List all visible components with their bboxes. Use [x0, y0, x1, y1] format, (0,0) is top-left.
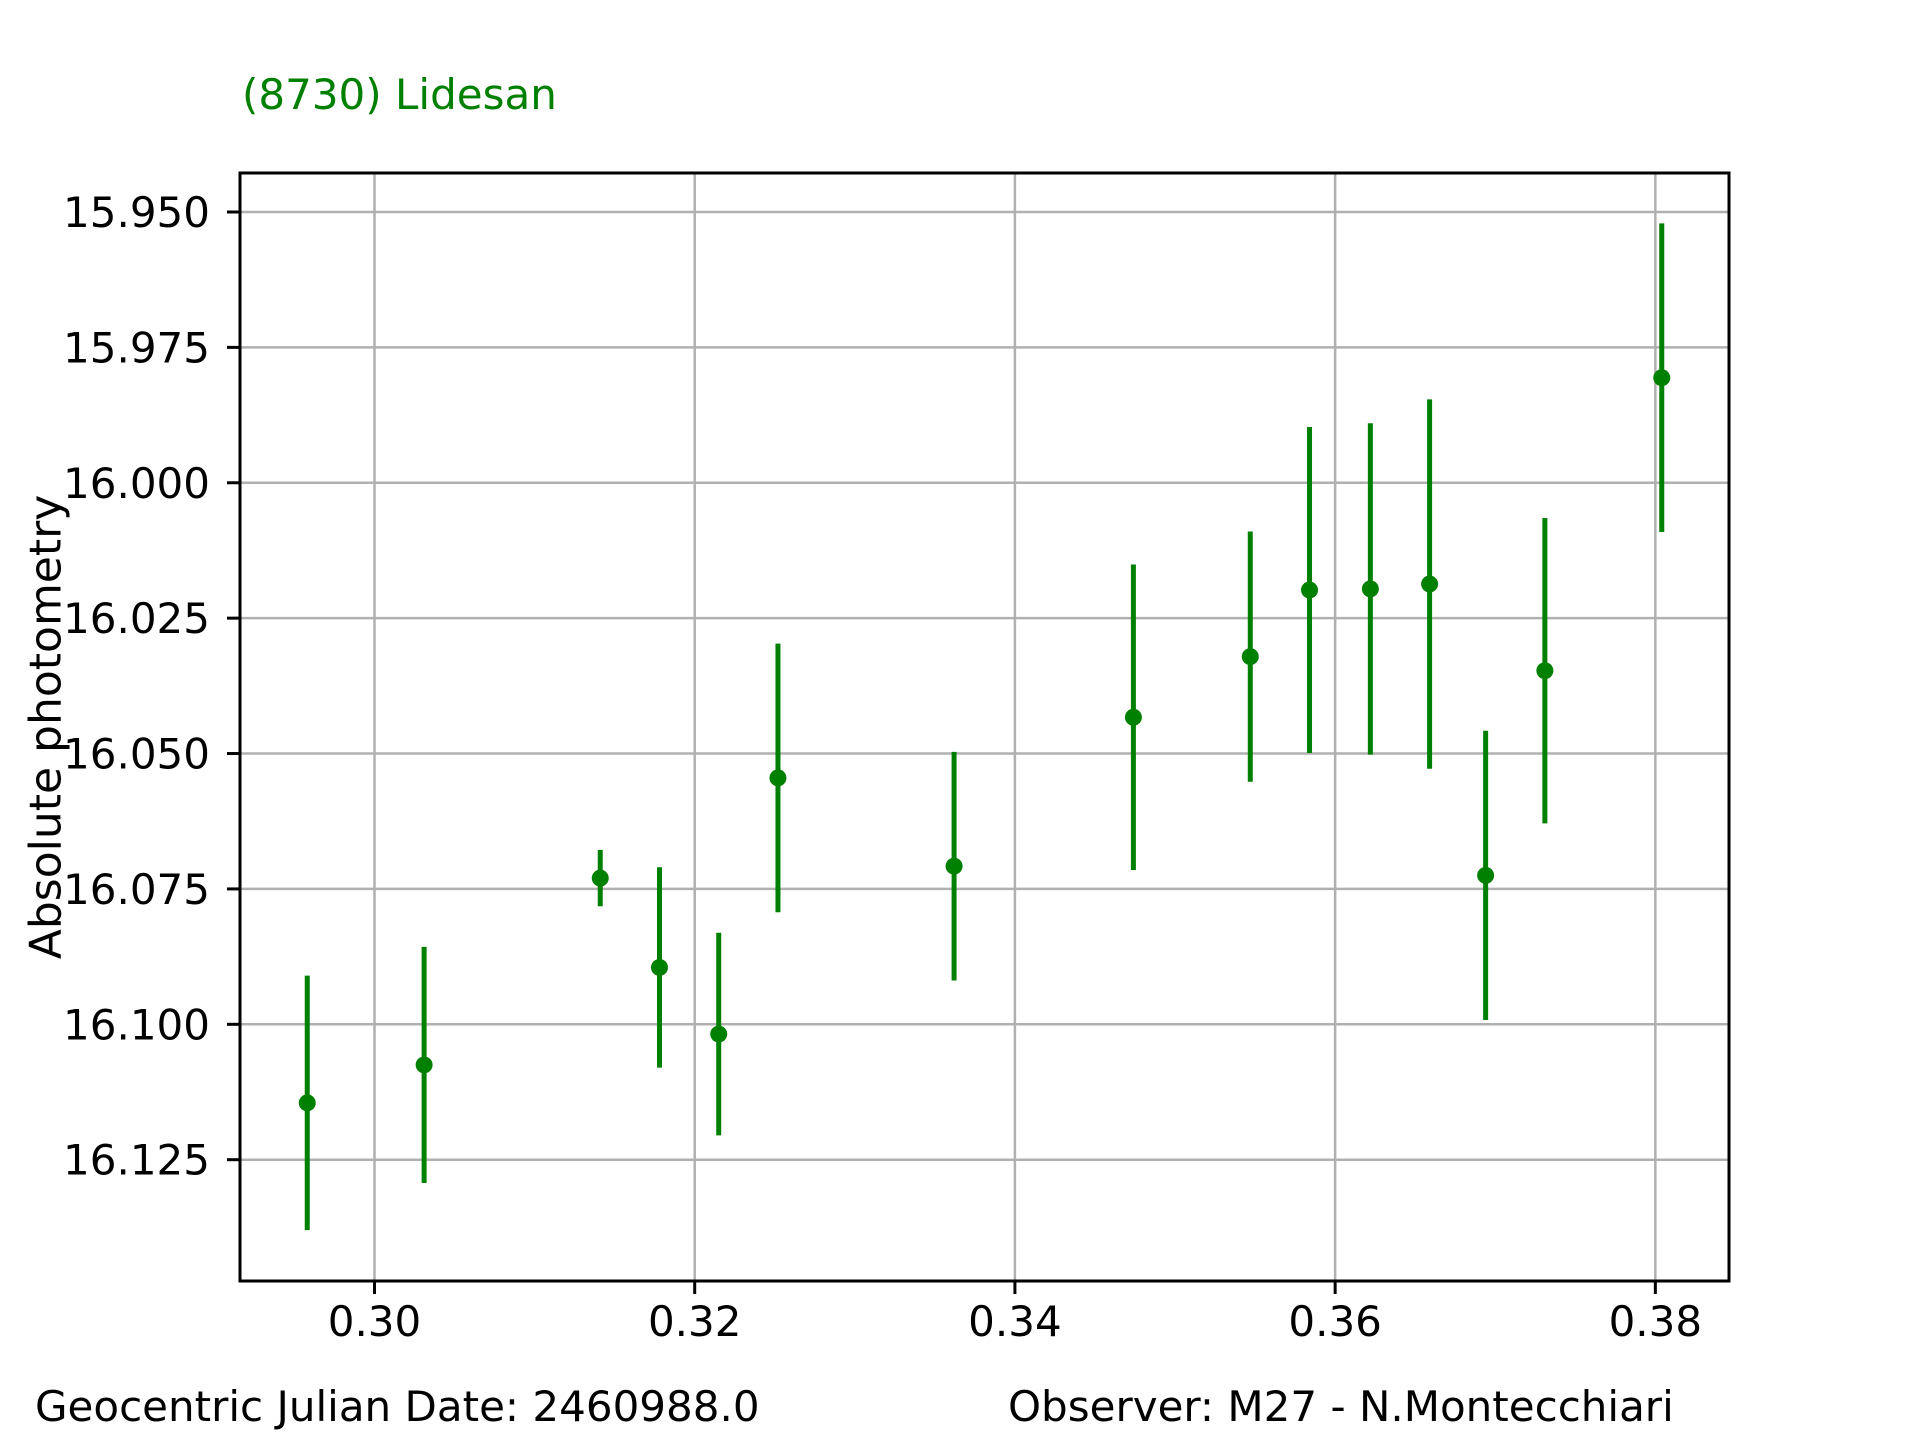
data-point — [298, 1094, 316, 1112]
y-tick-label: 16.100 — [63, 1000, 210, 1049]
data-point — [1241, 648, 1259, 666]
data-points — [298, 369, 1671, 1112]
y-tick-label: 15.950 — [63, 188, 210, 237]
chart-title: (8730) Lidesan — [242, 70, 557, 119]
y-tick-labels: 15.950 15.975 16.000 16.025 16.050 16.075 16.1… — [63, 188, 210, 1185]
y-tick-label: 16.125 — [63, 1136, 210, 1185]
error-bars — [304, 223, 1665, 1231]
plot-box-spines — [238, 171, 1731, 1283]
data-point — [1536, 662, 1554, 680]
x-tick-label: 0.34 — [968, 1297, 1062, 1346]
y-tick-label: 16.025 — [63, 594, 210, 643]
data-point — [591, 869, 609, 887]
tick-marks — [227, 210, 1657, 1294]
data-point — [945, 857, 963, 875]
observer-text: Observer: M27 - N.Montecchiari — [1008, 1382, 1674, 1431]
gridlines — [240, 173, 1729, 1281]
data-point — [1124, 708, 1142, 726]
data-point — [415, 1056, 433, 1074]
x-tick-label: 0.30 — [328, 1297, 422, 1346]
x-tick-label: 0.32 — [648, 1297, 742, 1346]
data-point — [1301, 581, 1319, 599]
data-point — [1421, 575, 1439, 593]
data-point — [1361, 580, 1379, 598]
data-point — [1653, 369, 1671, 387]
y-tick-label: 16.075 — [63, 865, 210, 914]
data-point — [650, 958, 668, 976]
y-tick-label: 16.000 — [63, 459, 210, 508]
x-tick-label: 0.36 — [1288, 1297, 1382, 1346]
data-point — [710, 1025, 728, 1043]
data-point — [769, 769, 787, 787]
y-tick-label: 16.050 — [63, 730, 210, 779]
x-tick-labels: 0.30 0.32 0.34 0.36 0.38 — [328, 1297, 1702, 1346]
x-tick-label: 0.38 — [1609, 1297, 1703, 1346]
data-point — [1477, 866, 1495, 884]
geocentric-julian-date-text: Geocentric Julian Date: 2460988.0 — [35, 1382, 760, 1431]
y-tick-label: 15.975 — [63, 323, 210, 372]
